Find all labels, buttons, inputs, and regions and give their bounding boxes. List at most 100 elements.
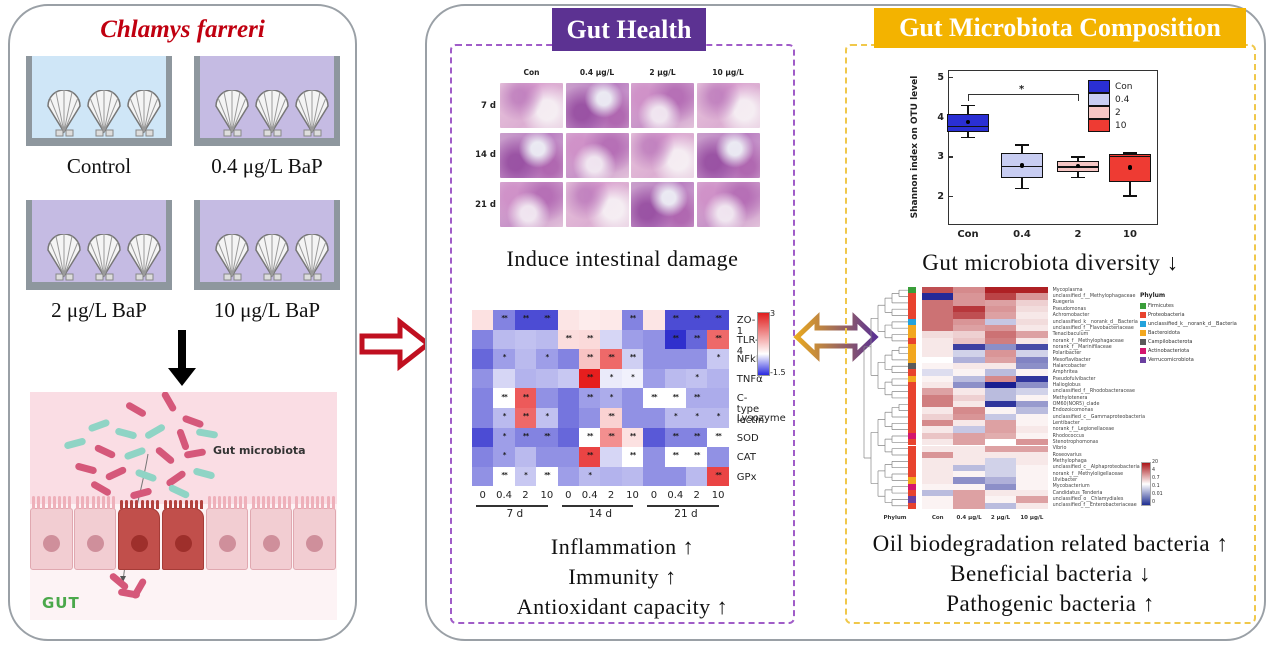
microvillus [233, 496, 237, 509]
gene-row-label: SOD [736, 432, 759, 444]
taxa-heatmap-cell [984, 344, 1017, 351]
heatmap-cell: ** [707, 466, 729, 487]
taxa-heatmap-cell [953, 350, 985, 357]
histology-image [500, 182, 563, 227]
bacterium-rod [195, 428, 219, 439]
taxa-heatmap-cell [1016, 489, 1048, 497]
phylum-legend-label: Firmicutes [1148, 303, 1174, 309]
heatmap-cell: * [536, 408, 558, 428]
heatmap-cell [579, 310, 601, 330]
taxa-heatmap-cell [984, 325, 1017, 332]
taxa-heatmap-cell [953, 445, 985, 452]
phylum-strip-cell [908, 496, 916, 503]
heatmap-cell: * [514, 466, 537, 487]
heatmap-cell: ** [621, 447, 644, 467]
heatmap-cell [643, 310, 665, 330]
taxa-row-label: Mycobacterium [1052, 484, 1090, 490]
taxa-heatmap-cell [922, 445, 954, 452]
tank-control [26, 56, 172, 146]
legend-swatch [1088, 93, 1110, 106]
taxa-heatmap-cell [984, 483, 1017, 490]
taxa-heatmap-cell [953, 306, 985, 313]
taxa-row-label: unclassified_f__Rhodobacteraceae [1052, 389, 1135, 395]
heatmap-cell [707, 388, 729, 408]
taxa-heatmap-cell [984, 496, 1017, 503]
taxa-heatmap-cell [1016, 344, 1048, 351]
taxa-heatmap-cell [922, 375, 954, 383]
taxa-heatmap-cell [1016, 293, 1048, 300]
heatmap-cell [557, 408, 579, 428]
y-tick-label: 3 [937, 151, 944, 163]
whisker [1129, 182, 1131, 196]
conclusion-immunity: Immunity ↑ [568, 564, 677, 589]
taxa-heatmap-cell [922, 432, 954, 440]
heatmap-cell [472, 310, 494, 330]
phylum-legend-label: Actinobacteriota [1148, 348, 1190, 354]
heatmap-cell: ** [707, 310, 729, 330]
whisker-cap [1015, 144, 1029, 146]
mean-dot [965, 119, 971, 125]
heatmap-cell [557, 388, 579, 408]
heatmap-cell: ** [707, 427, 729, 448]
heatmap-cell: ** [664, 310, 686, 330]
taxa-row-label: Methylotenera [1052, 395, 1088, 401]
taxa-row-label: unclassified_f__Enterobacteriaceae [1052, 503, 1137, 509]
taxa-heatmap-cell [922, 299, 954, 306]
taxa-heatmap-cell [984, 287, 1017, 294]
phylum-legend-label: unclassified_k__norank_d__Bacteria [1148, 321, 1237, 327]
down-arrow [178, 330, 186, 370]
taxa-heatmap-cell [984, 312, 1017, 319]
phylum-strip-cell [908, 312, 916, 319]
microvillus [81, 496, 85, 509]
phylum-strip-cell [908, 426, 916, 433]
microvillus [238, 496, 242, 509]
microvillus [228, 496, 232, 509]
whisker-cap [961, 104, 975, 107]
gene-row-label: C-type lectin [736, 393, 765, 427]
heatmap-cell: ** [621, 349, 644, 369]
taxa-heatmap-cell [984, 420, 1017, 427]
taxa-heatmap-cell [984, 299, 1017, 306]
microvillus [282, 496, 286, 509]
taxa-row-label: unclassified_k__norank_d__Bacteria [1052, 319, 1138, 325]
y-tick [948, 77, 953, 79]
phylum-legend-swatch [1140, 348, 1146, 354]
taxa-heatmap-cell [922, 293, 954, 300]
epithelial-cell [161, 508, 205, 570]
taxa-heatmap-cell [984, 477, 1017, 484]
microvillus [107, 496, 111, 509]
heatmap-cell [536, 329, 558, 350]
sig-bracket [968, 94, 1078, 96]
heatmap-cell [514, 368, 537, 389]
taxa-row-label: unclassified_f__Flavobacteriaceae [1052, 325, 1134, 331]
scallop-icon [295, 234, 329, 281]
exposure-panel: Chlamys farreri Control 0.4 μg/L BaP 2 μ… [8, 4, 357, 641]
heatmap-cell: ** [536, 427, 558, 448]
taxa-colorbar [1141, 462, 1151, 506]
y-tick [948, 156, 953, 158]
taxa-heatmap-cell [953, 483, 985, 490]
whisker-cap [961, 136, 975, 138]
phylum-strip-cell [908, 356, 916, 364]
heatmap-cell: * [493, 408, 515, 428]
heatmap-cell: * [493, 349, 515, 369]
dose-tick-label: 0.4 [581, 490, 598, 502]
y-tick [948, 195, 953, 198]
taxa-row-label: unclassified_f__Methylophagaceae [1052, 294, 1136, 300]
phylum-strip-cell [908, 489, 916, 497]
gene-row-label: GPx [736, 471, 757, 483]
taxa-heatmap-cell [953, 489, 985, 497]
microvillus [251, 496, 255, 509]
microvillus [112, 496, 116, 509]
taxa-heatmap-cell [984, 413, 1017, 421]
legend-label: 10 [1115, 121, 1127, 131]
whisker-cap [1071, 156, 1085, 158]
taxa-heatmap-cell [984, 432, 1017, 440]
phylum-strip-cell [908, 432, 916, 440]
taxa-heatmap-cell [1016, 502, 1048, 509]
phylum-legend-swatch [1140, 312, 1146, 318]
taxa-heatmap-cell [953, 318, 985, 326]
taxa-col-label: Con [931, 514, 944, 521]
gut-label: GUT [42, 594, 80, 612]
taxa-row-label: Mesoflavibacter [1052, 357, 1091, 363]
